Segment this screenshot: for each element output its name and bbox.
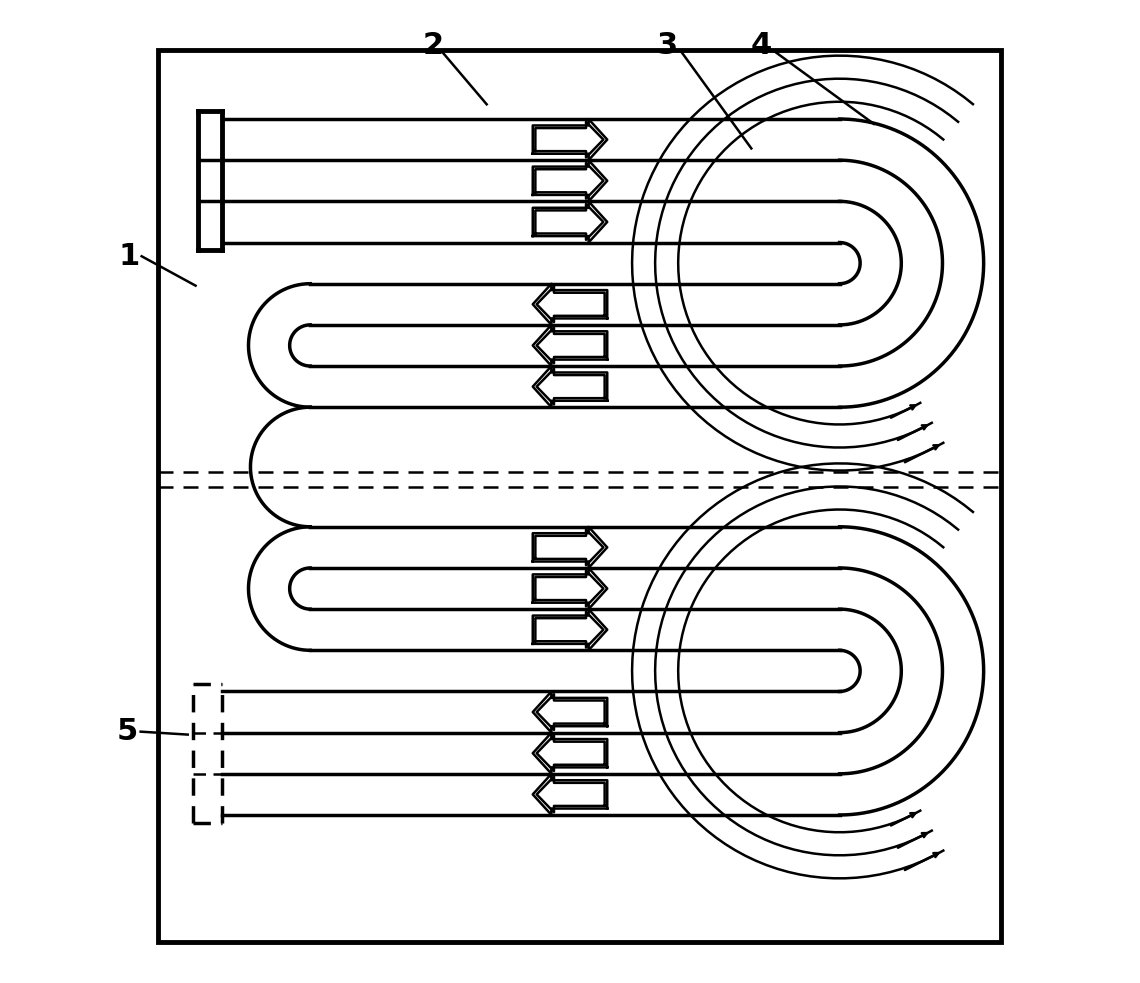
Text: 5: 5 bbox=[116, 718, 138, 746]
Text: 3: 3 bbox=[658, 31, 678, 60]
Bar bbox=[158, 50, 1001, 943]
Text: 4: 4 bbox=[750, 31, 772, 60]
Text: 1: 1 bbox=[119, 242, 139, 270]
Text: 2: 2 bbox=[422, 31, 443, 60]
